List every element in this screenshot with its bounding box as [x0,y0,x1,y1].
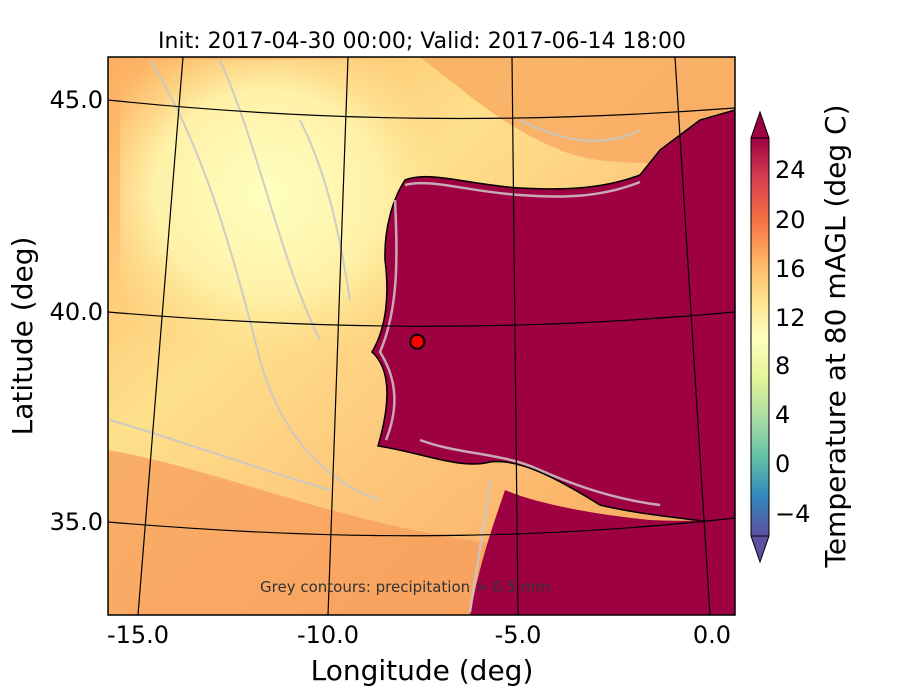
colorbar-body [750,137,770,537]
plot-frame [107,56,736,616]
warm-north-sea [420,57,735,180]
iberia-land [371,109,735,526]
colorbar-extend-top [750,110,770,139]
y-tick-35: 35.0 [50,508,103,536]
longitude-line-10 [327,57,349,615]
latitude-line-40 [108,311,735,327]
x-tick-minus-15: -15.0 [107,621,169,649]
colorbar-tick-16: 16 [775,255,806,283]
longitude-line-15 [137,57,184,615]
colorbar-tick-minus-4: −4 [775,500,810,528]
colorbar-tick-20: 20 [775,206,806,234]
x-tick-0: 0.0 [693,621,731,649]
latitude-line-45 [108,99,735,120]
y-axis-label: Latitude (deg) [6,237,39,436]
north-africa-land [470,490,735,615]
colorbar-extend-bottom [750,535,770,564]
colorbar-label: Temperature at 80 mAGL (deg C) [819,104,852,568]
colorbar-tick-0: 0 [775,450,790,478]
latitude-line-35 [108,517,735,537]
graticule [108,57,735,615]
contour-annotation: Grey contours: precipitation > 0.5 mm [260,578,550,596]
colorbar-tick-4: 4 [775,401,790,429]
colorbar: 24 20 16 12 8 4 0 −4 Temperature at 80 m… [750,104,852,569]
y-tick-45: 45.0 [50,86,103,114]
colorbar-tick-12: 12 [775,304,806,332]
location-marker [409,333,426,350]
x-tick-minus-5: -5.0 [495,621,542,649]
longitude-line-0 [674,57,711,615]
colorbar-tick-24: 24 [775,156,806,184]
precipitation-contours [109,59,641,501]
y-tick-40: 40.0 [50,298,103,326]
x-tick-minus-10: -10.0 [297,621,359,649]
map-plot-area: Grey contours: precipitation > 0.5 mm [108,57,735,615]
x-axis-label: Longitude (deg) [311,654,534,687]
longitude-line-5 [511,57,519,615]
coastal-contours [378,180,661,613]
colorbar-tick-8: 8 [775,352,790,380]
figure-title: Init: 2017-04-30 00:00; Valid: 2017-06-1… [158,29,686,54]
